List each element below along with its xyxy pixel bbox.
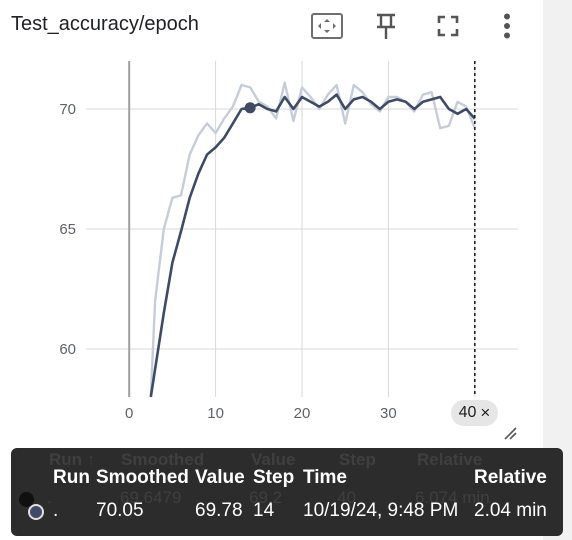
fullscreen-button[interactable]	[430, 8, 466, 44]
ghost-step: 40	[337, 488, 356, 507]
pin-icon	[377, 13, 395, 39]
fit-to-data-icon	[311, 13, 343, 39]
ghost-value: 69.2	[249, 488, 283, 507]
fit-domain-button[interactable]	[309, 8, 345, 44]
ghost-run: .	[47, 488, 52, 507]
y-tick-label: 70	[59, 101, 76, 118]
ghost-header-step: Step	[339, 450, 376, 469]
header-relative: Relative	[474, 467, 547, 488]
chart-series	[149, 81, 476, 398]
hover-marker	[244, 102, 256, 114]
card-title: Test_accuracy/epoch	[11, 13, 199, 35]
data-tooltip: Run ↑ Smoothed Value Step Relative . 69.…	[11, 448, 563, 536]
x-tick-label: 20	[294, 405, 311, 422]
cell-value: 69.78	[195, 500, 243, 521]
cell-relative: 2.04 min	[474, 500, 547, 521]
step-chip[interactable]: 40 ×	[451, 400, 498, 426]
x-tick-label: 30	[380, 405, 397, 422]
cell-smoothed: 70.05	[96, 500, 144, 521]
ghost-header-smoothed: Smoothed	[121, 450, 205, 469]
series-line-raw	[149, 81, 476, 398]
y-tick-label: 65	[59, 221, 76, 238]
axis-ticks: 60 65 70 0 10 20 30	[59, 101, 396, 422]
more-options-button[interactable]	[489, 8, 525, 44]
ghost-smoothed: 69.6479	[120, 488, 182, 507]
header-smoothed: Smoothed	[96, 467, 189, 488]
series-line-smoothed	[149, 93, 476, 398]
cell-step: 14	[253, 500, 275, 521]
header-value: Value	[195, 467, 245, 488]
ghost-run-dot	[19, 492, 34, 507]
cell-time: 10/19/24, 9:48 PM	[303, 500, 459, 521]
x-tick-label: 10	[207, 405, 224, 422]
close-icon[interactable]: ×	[480, 403, 491, 422]
ghost-header-run: Run ↑	[49, 450, 96, 469]
ghost-relative: 6.074 min	[415, 488, 490, 507]
ghost-header-value: Value	[251, 450, 296, 469]
hover-point	[244, 102, 256, 114]
header-run: Run	[53, 467, 90, 488]
more-vert-icon	[504, 13, 510, 39]
x-tick-label: 0	[125, 405, 133, 422]
pin-button[interactable]	[368, 8, 404, 44]
resize-handle-icon[interactable]	[503, 426, 517, 440]
header-step: Step	[253, 467, 295, 488]
fullscreen-icon	[437, 15, 459, 37]
step-chip-label: 40	[458, 404, 477, 421]
ghost-header-relative: Relative	[417, 450, 483, 469]
y-tick-label: 60	[59, 341, 76, 358]
run-color-swatch	[28, 504, 44, 520]
cell-run: .	[53, 500, 59, 521]
header-time: Time	[303, 467, 348, 488]
